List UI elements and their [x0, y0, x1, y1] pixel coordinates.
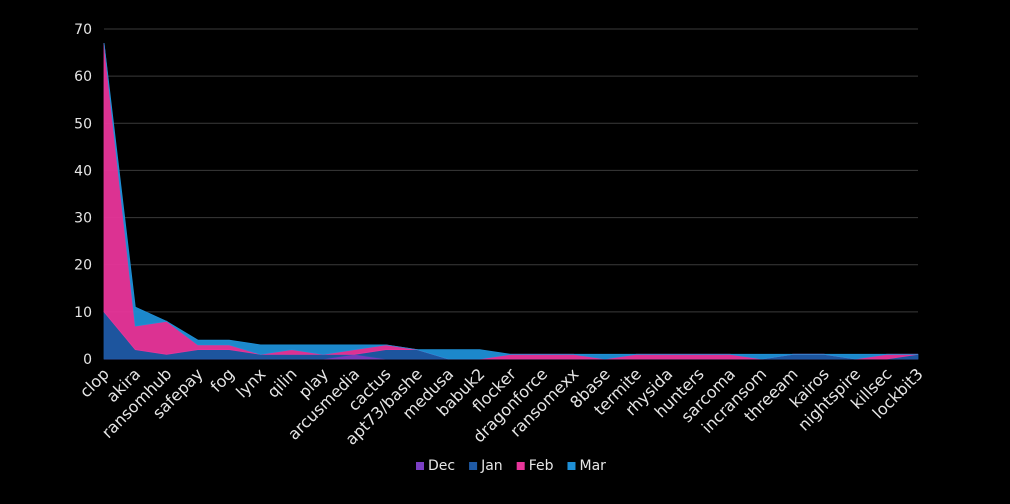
y-tick-label: 30	[74, 211, 92, 227]
area-series-jan	[103, 310, 919, 360]
y-axis-tick-labels: 0 10 20 30 40 50 60 70	[74, 22, 92, 368]
y-tick-label: 0	[83, 352, 92, 368]
legend-label-feb: Feb	[529, 458, 554, 474]
legend-label-dec: Dec	[428, 458, 455, 474]
y-tick-label: 40	[74, 163, 92, 179]
x-tick-label: qilin	[263, 364, 300, 401]
y-tick-label: 60	[74, 69, 92, 85]
x-tick-label: fog	[207, 364, 239, 396]
y-tick-label: 10	[74, 305, 92, 321]
area-series-layer	[103, 43, 919, 360]
y-tick-label: 70	[74, 22, 92, 38]
legend-swatch-dec	[416, 462, 424, 470]
legend-label-mar: Mar	[579, 458, 606, 474]
legend: Dec Jan Feb Mar	[416, 458, 606, 474]
area-series-mar	[103, 43, 918, 360]
legend-swatch-mar	[567, 462, 576, 470]
y-tick-label: 50	[74, 116, 92, 132]
y-tick-label: 20	[74, 258, 92, 274]
x-tick-label: lynx	[232, 364, 269, 401]
legend-swatch-feb	[516, 462, 525, 470]
legend-label-jan: Jan	[480, 458, 503, 474]
legend-swatch-jan	[469, 462, 478, 470]
gridlines	[104, 28, 918, 360]
